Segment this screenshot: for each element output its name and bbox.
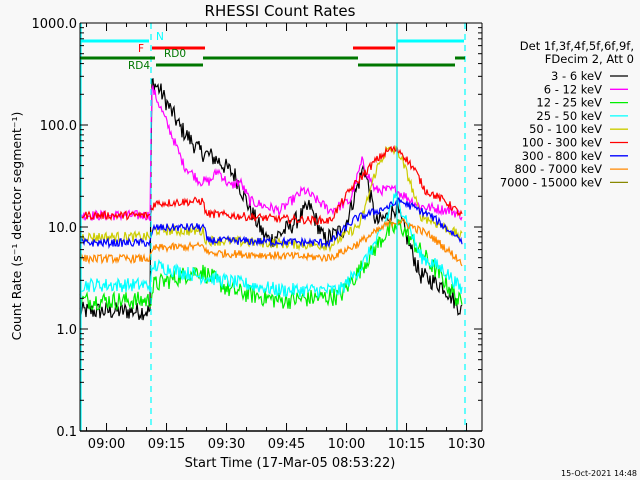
legend-label: 300 - 800 keV — [522, 149, 602, 163]
legend-label: 100 - 300 keV — [522, 136, 602, 150]
legend-label: 7000 - 15000 keV — [500, 175, 602, 189]
x-tick-label: 10:00 — [328, 437, 365, 452]
footer-timestamp: 15-Oct-2021 14:48 — [561, 469, 637, 478]
x-tick-label: 10:15 — [388, 437, 425, 452]
x-axis-label: Start Time (17-Mar-05 08:53:22) — [185, 456, 396, 471]
legend-label: 25 - 50 keV — [536, 109, 602, 123]
y-tick-label: 10.0 — [48, 221, 77, 236]
legend-label: 3 - 6 keV — [551, 69, 602, 83]
x-tick-label: 09:15 — [148, 437, 185, 452]
legend-label: 50 - 100 keV — [529, 122, 602, 136]
y-tick-label: 1000.0 — [32, 17, 78, 32]
chart-title: RHESSI Count Rates — [205, 2, 356, 20]
x-tick-label: 09:45 — [268, 437, 305, 452]
legend-label: 800 - 7000 keV — [514, 162, 602, 176]
legend-label: 12 - 25 keV — [536, 96, 602, 110]
legend-label: 6 - 12 keV — [544, 82, 602, 96]
series-line-300-800-kev — [79, 197, 463, 250]
series-line-800-7000-kev — [80, 217, 463, 267]
state-label-f: F — [138, 43, 144, 55]
y-axis-label: Count Rate (s⁻¹ detector segment⁻¹) — [9, 112, 24, 341]
state-label-n: N — [156, 31, 164, 43]
x-tick-label: 09:00 — [88, 437, 125, 452]
axes: 1000.0 100.0 10.0 1.0 0.1 09:00 09:15 09:30 09:4… — [32, 17, 486, 452]
state-label-rd0: RD0 — [164, 48, 186, 60]
series-line-50-100-kev — [79, 145, 463, 253]
plot-area: NF RD0 RD4 — [79, 23, 466, 431]
legend: Det 1f,3f,4f,5f,6f,9f, FDecim 2, Att 0 3… — [500, 39, 634, 189]
y-tick-label: 1.0 — [56, 323, 77, 338]
y-tick-label: 0.1 — [56, 425, 77, 440]
y-tick-label: 100.0 — [40, 119, 77, 134]
legend-header-line-2: FDecim 2, Att 0 — [545, 52, 634, 66]
legend-header-line-1: Det 1f,3f,4f,5f,6f,9f, — [520, 39, 634, 53]
x-tick-label: 09:30 — [208, 437, 245, 452]
x-tick-label: 10:30 — [448, 437, 485, 452]
series-line-100-300-kev — [79, 144, 463, 226]
state-label-rd4: RD4 — [128, 60, 150, 72]
series-line-12-25-kev — [79, 219, 463, 311]
